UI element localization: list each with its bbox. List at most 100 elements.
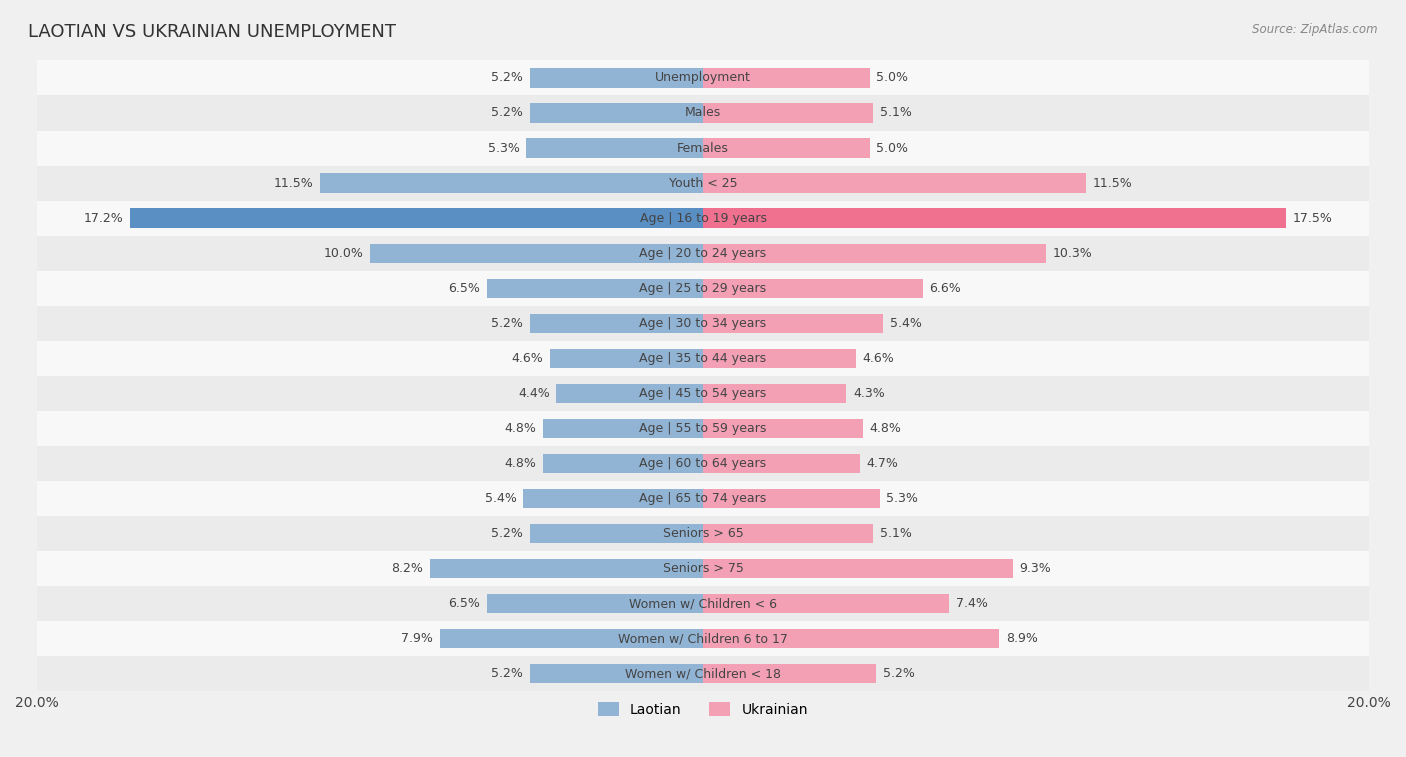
Bar	[526, 139, 703, 157]
Bar	[703, 279, 922, 298]
Text: Women w/ Children < 18: Women w/ Children < 18	[626, 667, 780, 681]
Text: LAOTIAN VS UKRAINIAN UNEMPLOYMENT: LAOTIAN VS UKRAINIAN UNEMPLOYMENT	[28, 23, 396, 41]
Bar	[703, 104, 873, 123]
Text: 5.0%: 5.0%	[876, 71, 908, 85]
Text: 5.2%: 5.2%	[883, 667, 915, 681]
Text: 4.7%: 4.7%	[866, 457, 898, 470]
Bar	[550, 349, 703, 368]
Bar	[530, 68, 703, 88]
Text: 5.2%: 5.2%	[491, 527, 523, 540]
Bar	[37, 201, 1369, 235]
Bar	[37, 586, 1369, 621]
Text: 11.5%: 11.5%	[1092, 176, 1132, 189]
Text: 5.1%: 5.1%	[880, 107, 911, 120]
Text: Age | 16 to 19 years: Age | 16 to 19 years	[640, 212, 766, 225]
Text: 4.3%: 4.3%	[853, 387, 884, 400]
Text: Age | 35 to 44 years: Age | 35 to 44 years	[640, 352, 766, 365]
Bar	[37, 375, 1369, 411]
Text: 6.6%: 6.6%	[929, 282, 962, 294]
Bar	[37, 95, 1369, 130]
Bar	[530, 664, 703, 684]
Bar	[37, 306, 1369, 341]
Bar	[703, 349, 856, 368]
Bar	[703, 629, 1000, 648]
Bar	[530, 524, 703, 544]
Bar	[131, 208, 703, 228]
Text: 8.2%: 8.2%	[391, 562, 423, 575]
Bar	[530, 104, 703, 123]
Text: 4.8%: 4.8%	[869, 422, 901, 435]
Text: 4.4%: 4.4%	[517, 387, 550, 400]
Bar	[703, 453, 859, 473]
Text: Women w/ Children 6 to 17: Women w/ Children 6 to 17	[619, 632, 787, 645]
Bar	[530, 313, 703, 333]
Text: 5.3%: 5.3%	[488, 142, 520, 154]
Bar	[37, 621, 1369, 656]
Text: 4.8%: 4.8%	[505, 457, 537, 470]
Text: Females: Females	[678, 142, 728, 154]
Bar	[37, 551, 1369, 586]
Bar	[703, 244, 1046, 263]
Bar	[703, 594, 949, 613]
Text: 4.6%: 4.6%	[863, 352, 894, 365]
Bar	[703, 384, 846, 403]
Text: Seniors > 75: Seniors > 75	[662, 562, 744, 575]
Text: 6.5%: 6.5%	[449, 597, 479, 610]
Bar	[523, 489, 703, 508]
Text: 17.2%: 17.2%	[84, 212, 124, 225]
Bar	[703, 173, 1085, 193]
Bar	[703, 208, 1286, 228]
Text: Age | 55 to 59 years: Age | 55 to 59 years	[640, 422, 766, 435]
Text: 17.5%: 17.5%	[1292, 212, 1333, 225]
Bar	[703, 68, 869, 88]
Text: 10.3%: 10.3%	[1053, 247, 1092, 260]
Bar	[440, 629, 703, 648]
Text: 5.1%: 5.1%	[880, 527, 911, 540]
Text: Age | 60 to 64 years: Age | 60 to 64 years	[640, 457, 766, 470]
Bar	[37, 166, 1369, 201]
Legend: Laotian, Ukrainian: Laotian, Ukrainian	[592, 696, 814, 722]
Bar	[370, 244, 703, 263]
Text: 7.9%: 7.9%	[401, 632, 433, 645]
Text: Seniors > 65: Seniors > 65	[662, 527, 744, 540]
Text: Age | 30 to 34 years: Age | 30 to 34 years	[640, 316, 766, 330]
Bar	[703, 313, 883, 333]
Bar	[557, 384, 703, 403]
Text: 5.2%: 5.2%	[491, 316, 523, 330]
Bar	[37, 61, 1369, 95]
Bar	[703, 489, 880, 508]
Bar	[37, 411, 1369, 446]
Bar	[37, 271, 1369, 306]
Bar	[37, 481, 1369, 516]
Text: 10.0%: 10.0%	[323, 247, 363, 260]
Text: 4.8%: 4.8%	[505, 422, 537, 435]
Bar	[37, 235, 1369, 271]
Bar	[37, 656, 1369, 691]
Text: Age | 25 to 29 years: Age | 25 to 29 years	[640, 282, 766, 294]
Bar	[703, 139, 869, 157]
Bar	[37, 516, 1369, 551]
Bar	[703, 559, 1012, 578]
Text: Youth < 25: Youth < 25	[669, 176, 737, 189]
Bar	[703, 524, 873, 544]
Text: Age | 20 to 24 years: Age | 20 to 24 years	[640, 247, 766, 260]
Text: 9.3%: 9.3%	[1019, 562, 1052, 575]
Bar	[37, 341, 1369, 375]
Text: Women w/ Children < 6: Women w/ Children < 6	[628, 597, 778, 610]
Bar	[703, 419, 863, 438]
Text: Unemployment: Unemployment	[655, 71, 751, 85]
Text: 5.0%: 5.0%	[876, 142, 908, 154]
Bar	[430, 559, 703, 578]
Text: 4.6%: 4.6%	[512, 352, 543, 365]
Text: 7.4%: 7.4%	[956, 597, 988, 610]
Text: 5.2%: 5.2%	[491, 107, 523, 120]
Bar	[703, 664, 876, 684]
Text: Age | 65 to 74 years: Age | 65 to 74 years	[640, 492, 766, 505]
Bar	[37, 130, 1369, 166]
Text: 6.5%: 6.5%	[449, 282, 479, 294]
Text: 8.9%: 8.9%	[1007, 632, 1038, 645]
Text: 5.3%: 5.3%	[886, 492, 918, 505]
Bar	[543, 453, 703, 473]
Text: 11.5%: 11.5%	[274, 176, 314, 189]
Bar	[486, 594, 703, 613]
